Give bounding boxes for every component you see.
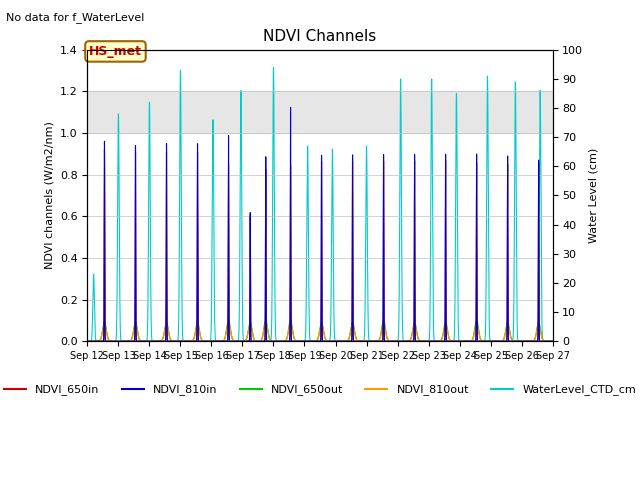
Y-axis label: Water Level (cm): Water Level (cm) xyxy=(589,148,599,243)
Legend: NDVI_650in, NDVI_810in, NDVI_650out, NDVI_810out, WaterLevel_CTD_cm: NDVI_650in, NDVI_810in, NDVI_650out, NDV… xyxy=(0,380,640,400)
Title: NDVI Channels: NDVI Channels xyxy=(264,29,376,44)
Text: No data for f_WaterLevel: No data for f_WaterLevel xyxy=(6,12,145,23)
Y-axis label: NDVI channels (W/m2/nm): NDVI channels (W/m2/nm) xyxy=(44,121,54,269)
Bar xyxy=(88,91,552,133)
Text: HS_met: HS_met xyxy=(89,45,142,58)
